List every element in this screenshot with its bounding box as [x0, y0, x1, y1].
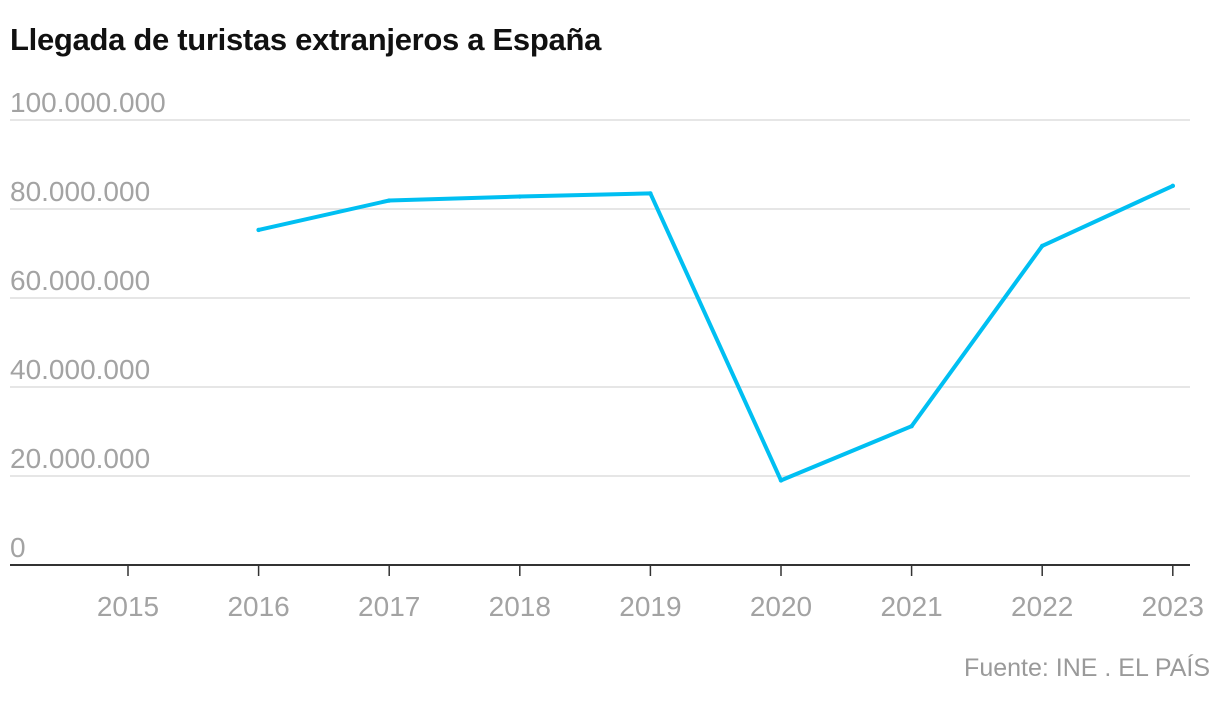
x-tick-label: 2021 — [880, 591, 942, 622]
series-line — [256, 183, 1175, 483]
data-point — [1170, 183, 1176, 189]
x-tick-label: 2020 — [750, 591, 812, 622]
source-note: Fuente: INE . EL PAÍS — [964, 654, 1210, 682]
x-tick-label: 2015 — [97, 591, 159, 622]
data-point — [909, 423, 914, 429]
y-tick-label: 80.000.000 — [10, 176, 150, 207]
data-point — [387, 198, 392, 203]
chart-title: Llegada de turistas extranjeros a España — [10, 22, 602, 57]
x-tick-label: 2016 — [227, 591, 289, 622]
x-tick-label: 2018 — [489, 591, 551, 622]
y-tick-labels: 0 20.000.000 40.000.000 60.000.000 80.000.00… — [10, 87, 166, 563]
y-tick-label: 0 — [10, 532, 26, 563]
data-point — [256, 227, 261, 233]
x-tick-label: 2019 — [619, 591, 681, 622]
x-tick-label: 2022 — [1011, 591, 1073, 622]
series-layer — [256, 183, 1176, 483]
y-tick-label: 60.000.000 — [10, 265, 150, 296]
y-tick-label: 20.000.000 — [10, 443, 150, 474]
data-point — [1040, 243, 1045, 249]
data-point — [517, 194, 522, 199]
x-tick-labels: 2015 2016 2017 2018 2019 2020 2021 2022 2023 — [97, 591, 1204, 622]
x-tick-label: 2023 — [1142, 591, 1204, 622]
data-point — [778, 478, 784, 483]
data-point — [648, 191, 653, 196]
y-tick-label: 100.000.000 — [10, 87, 166, 118]
x-tick-label: 2017 — [358, 591, 420, 622]
grid-lines — [10, 119, 1190, 477]
x-axis — [10, 564, 1190, 576]
y-tick-label: 40.000.000 — [10, 354, 150, 385]
